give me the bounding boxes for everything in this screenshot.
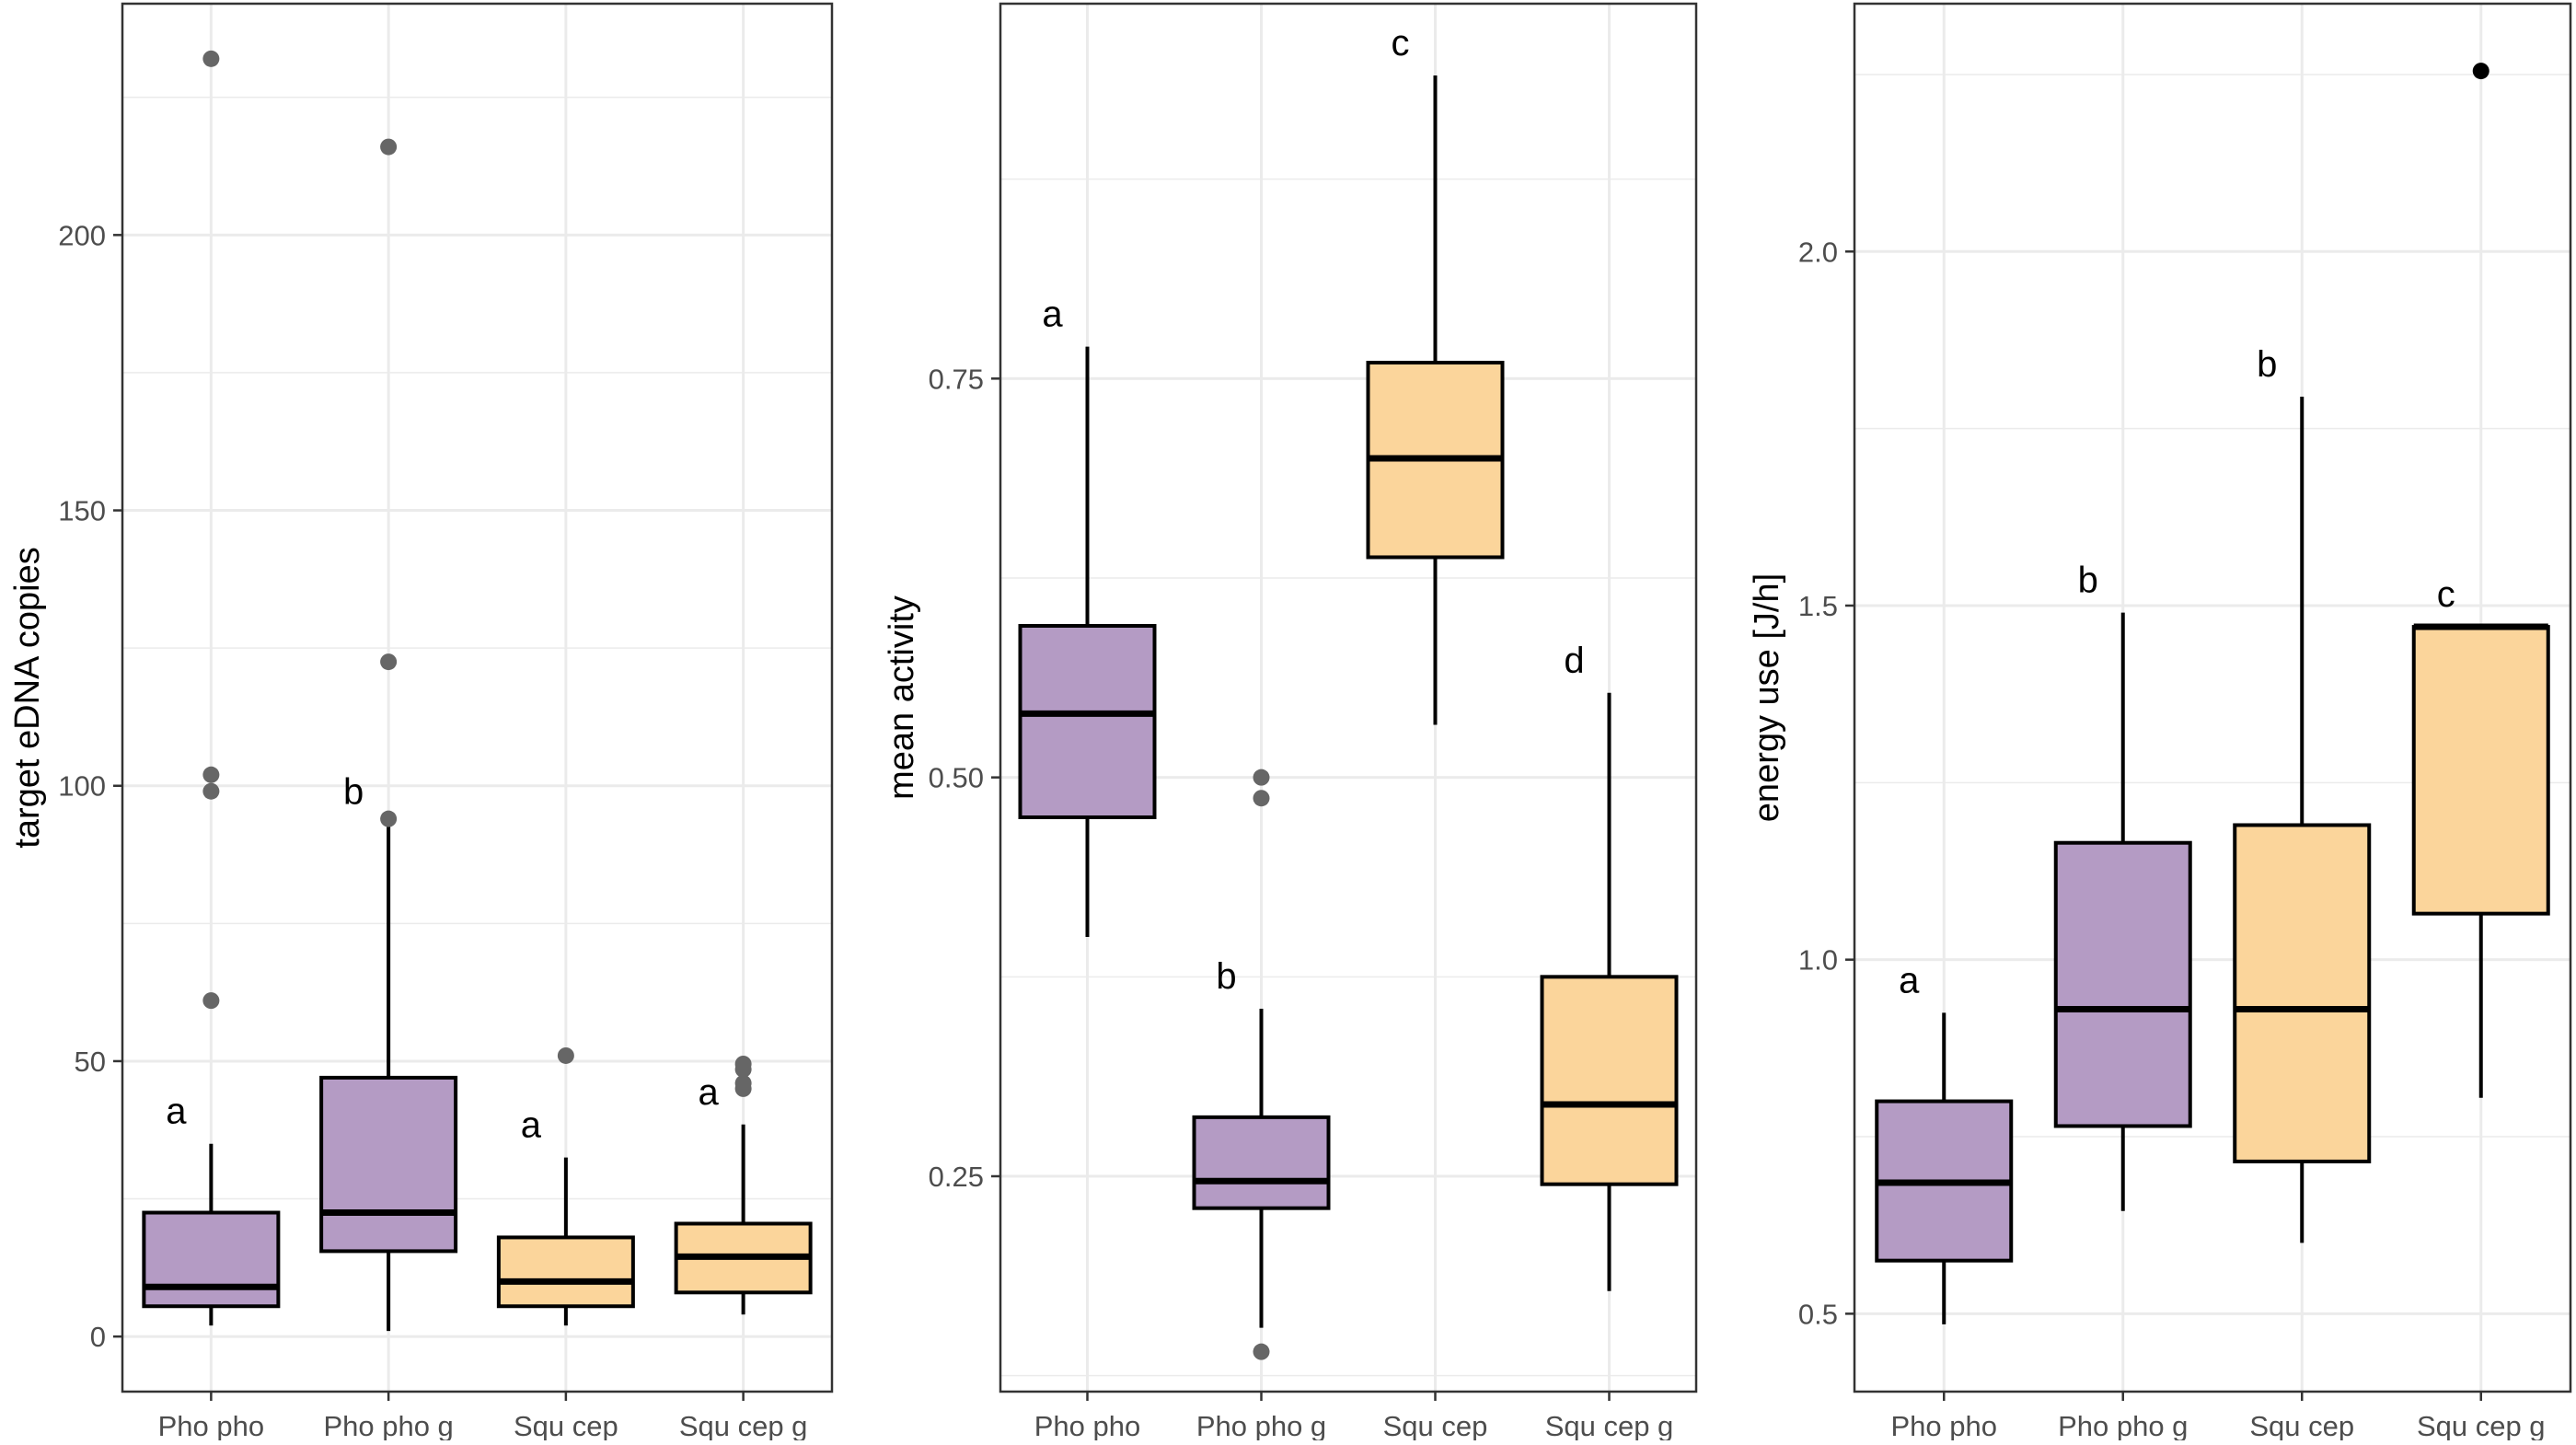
box-body xyxy=(319,1075,458,1254)
outlier-point xyxy=(2472,63,2489,80)
panel-2: a b c d 0.25 0.50 0.75 Pho pho Pho pho g Squ cep S… xyxy=(883,2,1698,1442)
panel-1: a b a a 0 50 100 150 200 Pho pho Pho pho g Squ cep S… xyxy=(8,2,834,1442)
significance-letter: d xyxy=(1564,641,1584,681)
box-body xyxy=(1192,1115,1331,1210)
x-tick-label: Pho pho xyxy=(1034,1410,1141,1440)
panel-3: a b b c 0.5 1.0 1.5 2.0 Pho pho Pho pho g Squ cep S… xyxy=(1748,2,2572,1442)
box-squ-cep: c xyxy=(1366,23,1505,725)
box-squ-cep-g: c xyxy=(2411,63,2550,1098)
x-tick-label: Squ cep g xyxy=(2417,1410,2546,1440)
significance-letter: a xyxy=(1042,295,1063,335)
outlier-point xyxy=(557,1046,574,1064)
outlier-point xyxy=(380,138,398,156)
x-tick-label: Pho pho xyxy=(1891,1410,1998,1440)
significance-letter: a xyxy=(166,1092,187,1132)
box-body xyxy=(2233,823,2372,1163)
y-tick-label: 1.5 xyxy=(1798,590,1838,622)
outlier-point xyxy=(380,810,398,827)
x-tick-label: Squ cep xyxy=(2249,1410,2354,1440)
outlier-point xyxy=(1253,790,1270,807)
box-body xyxy=(1540,975,1679,1186)
x-tick-label: Squ cep g xyxy=(1545,1410,1674,1440)
box-body xyxy=(2053,840,2192,1128)
box-pho-pho: a xyxy=(142,50,281,1326)
box-body xyxy=(2411,625,2550,916)
box-squ-cep: a xyxy=(496,1046,635,1326)
y-axis-title: mean activity xyxy=(883,595,921,800)
outlier-point xyxy=(202,766,220,783)
significance-letter: a xyxy=(699,1072,720,1113)
box-squ-cep-g: d xyxy=(1540,641,1679,1291)
significance-letter: b xyxy=(343,772,364,813)
panel-border xyxy=(999,2,1698,1393)
significance-letter: b xyxy=(2078,561,2098,601)
outlier-point xyxy=(1253,769,1270,786)
y-axis-title: target eDNA copies xyxy=(8,547,47,848)
significance-letter: c xyxy=(1392,23,1410,64)
y-tick-label: 0.50 xyxy=(929,762,984,794)
x-tick-label: Pho pho g xyxy=(2058,1410,2188,1440)
box-body xyxy=(1018,624,1157,819)
y-tick-label: 0.25 xyxy=(929,1161,984,1193)
y-tick-label: 200 xyxy=(58,219,106,251)
outlier-point xyxy=(202,50,220,67)
outlier-point xyxy=(202,992,220,1010)
panel-background xyxy=(122,4,832,1392)
y-tick-label: 1.0 xyxy=(1798,944,1838,977)
box-pho-pho-g: b xyxy=(1192,769,1331,1360)
x-tick-label: Pho pho g xyxy=(1196,1410,1326,1440)
box-body xyxy=(496,1235,635,1309)
y-tick-label: 150 xyxy=(58,495,106,527)
outlier-point xyxy=(202,782,220,800)
box-squ-cep-g: a xyxy=(674,1055,813,1315)
y-tick-label: 0 xyxy=(90,1321,106,1353)
y-tick-label: 100 xyxy=(58,770,106,803)
y-tick-label: 0.5 xyxy=(1798,1298,1838,1330)
y-tick-label: 2.0 xyxy=(1798,236,1838,268)
outlier-point xyxy=(734,1074,752,1092)
box-pho-pho: a xyxy=(1875,960,2014,1324)
x-tick-label: Squ cep xyxy=(514,1410,618,1440)
significance-letter: b xyxy=(2257,344,2277,385)
outlier-point xyxy=(734,1055,752,1072)
y-tick-label: 50 xyxy=(75,1046,106,1078)
box-pho-pho-g: b xyxy=(319,138,458,1332)
box-squ-cep: b xyxy=(2233,344,2372,1243)
y-tick-label: 0.75 xyxy=(929,363,984,395)
significance-letter: a xyxy=(1899,960,1920,1000)
box-body xyxy=(142,1210,281,1309)
outlier-point xyxy=(380,653,398,671)
box-pho-pho: a xyxy=(1018,295,1157,937)
panel-border xyxy=(1853,2,2572,1393)
significance-letter: c xyxy=(2437,574,2455,615)
y-axis-title: energy use [J/h] xyxy=(1748,573,1786,822)
significance-letter: b xyxy=(1216,956,1236,997)
x-tick-label: Squ cep g xyxy=(679,1410,808,1440)
x-tick-label: Pho pho g xyxy=(323,1410,453,1440)
x-tick-label: Pho pho xyxy=(158,1410,265,1440)
panel-border xyxy=(121,2,834,1393)
outlier-point xyxy=(1253,1343,1270,1360)
box-pho-pho-g: b xyxy=(2053,561,2192,1211)
significance-letter: a xyxy=(521,1105,542,1146)
x-tick-label: Squ cep xyxy=(1383,1410,1488,1440)
